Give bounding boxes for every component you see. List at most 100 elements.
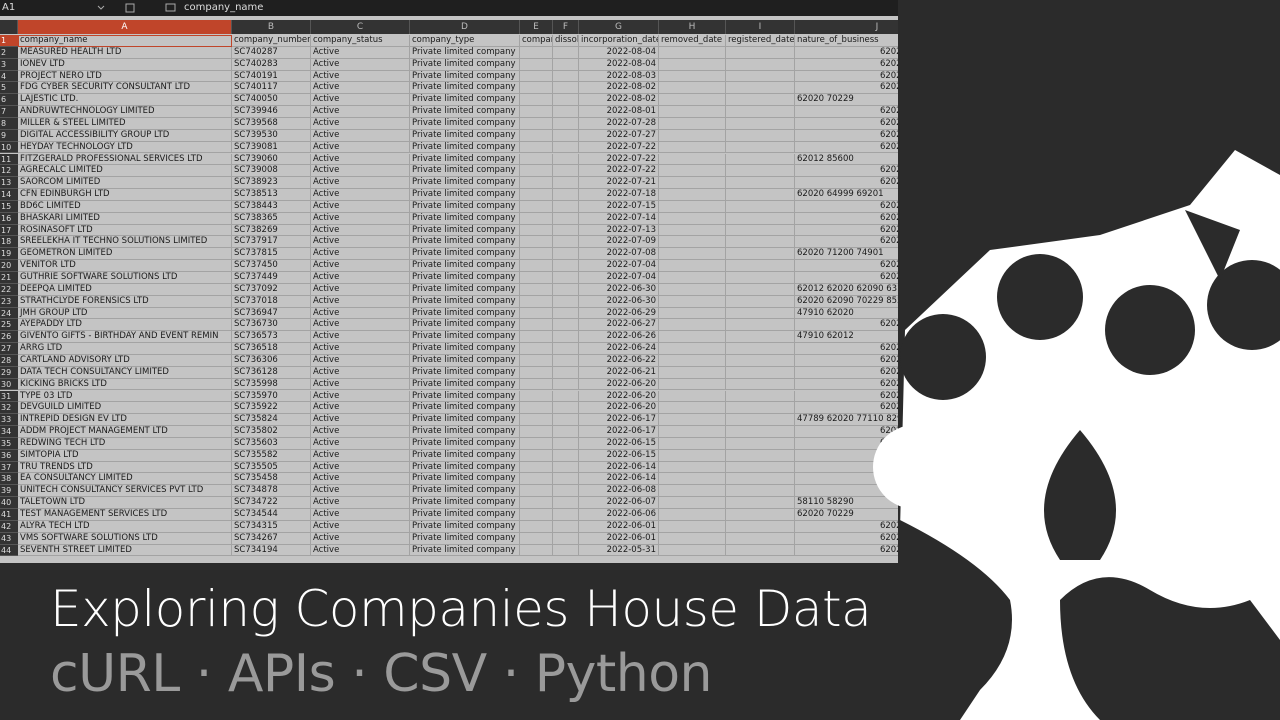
cell[interactable] <box>726 117 795 130</box>
cell[interactable]: 2022-07-09 <box>579 236 659 249</box>
cell[interactable] <box>553 141 579 154</box>
cell[interactable] <box>520 260 553 272</box>
cell[interactable]: KICKING BRICKS LTD <box>18 378 232 391</box>
cell[interactable]: TRU TRENDS LTD <box>18 461 232 474</box>
cell[interactable] <box>659 390 726 403</box>
cell[interactable]: 2022-08-02 <box>579 82 659 95</box>
cell[interactable]: Active <box>311 437 410 450</box>
cell[interactable]: 2022-06-01 <box>579 532 659 545</box>
cell[interactable] <box>553 307 579 320</box>
cell[interactable] <box>726 248 795 261</box>
cell[interactable]: 2022-07-14 <box>579 212 659 225</box>
cell[interactable]: 62020 62090 70229 8559 <box>795 296 898 308</box>
cell[interactable]: 2022-05-31 <box>579 544 659 557</box>
cell[interactable] <box>659 272 726 284</box>
cell[interactable]: SC737917 <box>232 236 311 249</box>
cell[interactable]: SC734722 <box>232 497 311 509</box>
cell[interactable]: 62020 <box>795 165 898 178</box>
cell[interactable]: 2022-06-21 <box>579 366 659 379</box>
cell[interactable] <box>553 82 579 95</box>
cell[interactable]: Private limited company <box>410 248 520 261</box>
cell[interactable]: 62020 <box>795 533 898 545</box>
cell[interactable]: GUTHRIE SOFTWARE SOLUTIONS LTD <box>18 272 232 284</box>
cell[interactable]: Private limited company <box>410 94 520 107</box>
cell[interactable]: 62020 <box>795 343 898 355</box>
cell[interactable] <box>520 106 553 118</box>
cell[interactable]: Active <box>311 331 410 344</box>
cell[interactable]: TEST MANAGEMENT SERVICES LTD <box>18 509 232 521</box>
cell[interactable]: TALETOWN LTD <box>18 497 232 509</box>
cell[interactable]: SC736573 <box>232 331 311 344</box>
cell[interactable]: 2022-06-30 <box>579 295 659 308</box>
cell[interactable]: 2022-07-04 <box>579 272 659 284</box>
cell[interactable] <box>726 343 795 355</box>
cell[interactable]: GIVENTO GIFTS - BIRTHDAY AND EVENT REMIN <box>18 331 232 344</box>
cell[interactable]: Active <box>311 402 410 415</box>
cell[interactable]: 62020 71200 74901 <box>795 248 898 261</box>
cell[interactable]: Private limited company <box>410 402 520 415</box>
cell[interactable]: 2022-06-30 <box>579 283 659 296</box>
cell[interactable]: Active <box>311 319 410 332</box>
cell[interactable]: Private limited company <box>410 414 520 427</box>
cell[interactable]: SC735582 <box>232 449 311 462</box>
cell[interactable] <box>659 509 726 521</box>
cell[interactable] <box>520 272 553 284</box>
cell[interactable]: 62020 <box>795 260 898 272</box>
cell[interactable] <box>726 260 795 272</box>
cell[interactable]: SIMTOPIA LTD <box>18 449 232 462</box>
cell[interactable]: DIGITAL ACCESSIBILITY GROUP LTD <box>18 129 232 142</box>
cell[interactable] <box>520 248 553 261</box>
cell[interactable]: 62020 <box>795 379 898 391</box>
cell[interactable]: 62020 70229 <box>795 94 898 107</box>
cell[interactable]: 62020 <box>795 426 898 438</box>
cell[interactable]: Active <box>311 236 410 249</box>
cell[interactable] <box>726 94 795 107</box>
cell[interactable] <box>726 307 795 320</box>
cell[interactable]: DEEPQA LIMITED <box>18 283 232 296</box>
cell[interactable] <box>520 414 553 427</box>
cell[interactable] <box>659 70 726 83</box>
cell[interactable]: SAORCOM LIMITED <box>18 177 232 190</box>
cell[interactable] <box>520 200 553 213</box>
cell[interactable]: Active <box>311 449 410 462</box>
cell[interactable]: 62020 <box>795 142 898 154</box>
cell[interactable]: SC737092 <box>232 283 311 296</box>
cell[interactable]: SC736947 <box>232 307 311 320</box>
cell[interactable]: Active <box>311 354 410 367</box>
cell[interactable]: AGRECALC LIMITED <box>18 165 232 178</box>
cell[interactable] <box>520 129 553 142</box>
cell[interactable] <box>726 390 795 403</box>
cell[interactable]: incorporation_date <box>579 35 659 47</box>
cell[interactable] <box>553 414 579 427</box>
cell[interactable] <box>726 449 795 462</box>
cell[interactable]: SC737449 <box>232 272 311 284</box>
cell[interactable] <box>726 437 795 450</box>
cell[interactable]: Private limited company <box>410 272 520 284</box>
cell[interactable]: SC735458 <box>232 473 311 486</box>
cell[interactable]: Active <box>311 414 410 427</box>
cell[interactable]: Private limited company <box>410 212 520 225</box>
cell[interactable]: SC734878 <box>232 485 311 498</box>
cell[interactable] <box>520 319 553 332</box>
cell[interactable] <box>726 272 795 284</box>
cell[interactable]: Active <box>311 426 410 438</box>
cell[interactable] <box>659 260 726 272</box>
cell[interactable]: 62012 85600 <box>795 154 898 166</box>
cell[interactable]: company_status <box>311 35 410 47</box>
cell[interactable] <box>553 544 579 557</box>
cell[interactable]: Private limited company <box>410 366 520 379</box>
cell[interactable]: ROSINASOFT LTD <box>18 224 232 237</box>
cell[interactable]: Active <box>311 260 410 272</box>
cell[interactable]: 47789 62020 77110 8299 <box>795 414 898 427</box>
cell[interactable] <box>659 426 726 438</box>
cell[interactable]: 62020 <box>795 225 898 237</box>
cell[interactable]: MEASURED HEALTH LTD <box>18 46 232 59</box>
cell[interactable]: 62020 64999 69201 <box>795 189 898 201</box>
cell[interactable] <box>659 544 726 557</box>
cell[interactable]: Active <box>311 532 410 545</box>
cell[interactable] <box>659 307 726 320</box>
cell[interactable] <box>520 390 553 403</box>
cell[interactable]: 2022-06-01 <box>579 520 659 533</box>
cell[interactable]: Private limited company <box>410 295 520 308</box>
cell[interactable]: SC736128 <box>232 366 311 379</box>
